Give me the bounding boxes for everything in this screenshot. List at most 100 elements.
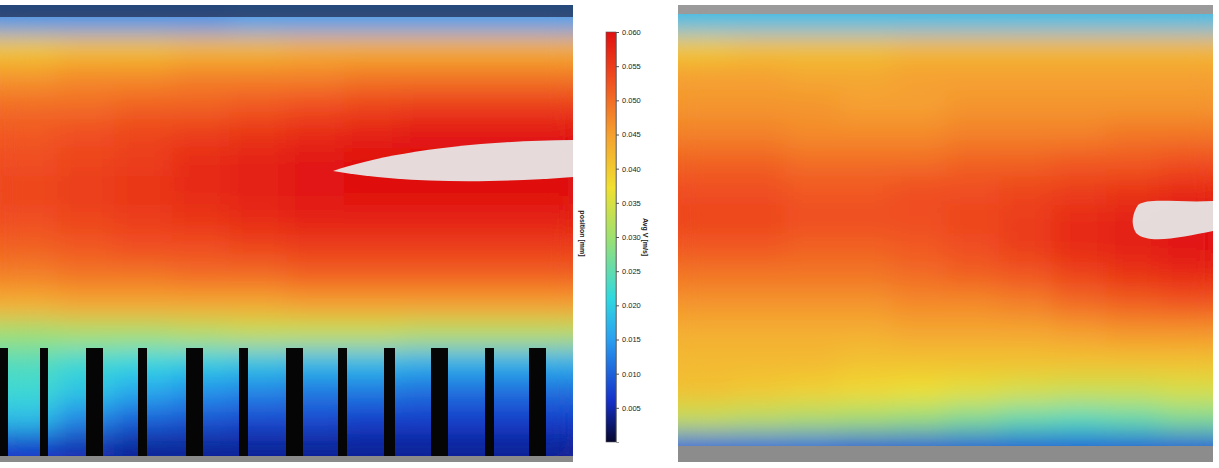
cell	[785, 62, 839, 91]
cell	[229, 291, 287, 320]
wall	[0, 5, 573, 17]
cell	[946, 119, 1000, 148]
cell	[678, 376, 732, 405]
cell	[678, 91, 732, 120]
cell	[1053, 262, 1107, 291]
cell	[946, 176, 1000, 205]
cell	[892, 176, 946, 205]
cell	[287, 291, 345, 320]
tick-label: 0.005	[622, 404, 641, 413]
cell	[892, 205, 946, 234]
cell	[115, 205, 173, 234]
cell	[0, 205, 58, 234]
cell	[1053, 91, 1107, 120]
cell	[115, 319, 173, 348]
cell	[946, 291, 1000, 320]
cell	[1160, 405, 1214, 434]
cell	[1106, 91, 1160, 120]
tick: 0.045	[616, 130, 641, 139]
cell	[344, 62, 402, 91]
cell	[115, 34, 173, 63]
cell	[287, 262, 345, 291]
cell	[287, 319, 345, 348]
cell	[401, 119, 459, 148]
cell	[946, 62, 1000, 91]
cell	[946, 405, 1000, 434]
tick-label: 0.050	[622, 96, 641, 105]
cell	[1053, 234, 1107, 263]
cell	[344, 34, 402, 63]
tick: 0.040	[616, 165, 641, 174]
cell	[115, 234, 173, 263]
cell	[946, 376, 1000, 405]
cell	[839, 319, 893, 348]
cell	[172, 234, 230, 263]
cell	[115, 262, 173, 291]
cell	[229, 34, 287, 63]
cell	[946, 262, 1000, 291]
wall	[678, 446, 1213, 462]
cell	[229, 62, 287, 91]
cell	[892, 148, 946, 177]
cell	[1160, 62, 1214, 91]
cell	[999, 348, 1053, 377]
cell	[892, 234, 946, 263]
tick-mark	[616, 100, 619, 101]
cell	[0, 91, 58, 120]
cell	[839, 376, 893, 405]
cell	[229, 176, 287, 205]
cell	[115, 119, 173, 148]
cell	[1053, 119, 1107, 148]
tick: 0.005	[616, 404, 641, 413]
cell	[401, 62, 459, 91]
cell	[678, 205, 732, 234]
obstacle	[485, 348, 494, 462]
cell	[1106, 348, 1160, 377]
cell	[458, 205, 516, 234]
cell	[732, 119, 786, 148]
cell	[0, 262, 58, 291]
cell	[0, 62, 58, 91]
cell	[785, 291, 839, 320]
tick-mark	[616, 271, 619, 272]
cell	[892, 319, 946, 348]
cell	[999, 176, 1053, 205]
cell	[785, 405, 839, 434]
cell	[732, 405, 786, 434]
heatmap	[0, 5, 573, 462]
cell	[458, 91, 516, 120]
cell	[115, 91, 173, 120]
cell	[1160, 291, 1214, 320]
tick: 0.030	[616, 233, 641, 242]
cell	[1053, 205, 1107, 234]
cell	[999, 148, 1053, 177]
cell	[732, 91, 786, 120]
cell	[1106, 148, 1160, 177]
obstacle	[186, 348, 203, 462]
obstacle	[431, 348, 448, 462]
obstacle	[138, 348, 147, 462]
cell	[678, 176, 732, 205]
axis-title: position [mm]	[578, 210, 586, 256]
cell	[1106, 319, 1160, 348]
obstacle	[40, 348, 48, 462]
cell	[678, 262, 732, 291]
cell	[946, 148, 1000, 177]
tick-label: 0.035	[622, 199, 641, 208]
cell	[999, 234, 1053, 263]
cell	[678, 291, 732, 320]
cell	[892, 262, 946, 291]
cell	[1106, 119, 1160, 148]
cell	[999, 262, 1053, 291]
cell	[1053, 348, 1107, 377]
cell	[839, 348, 893, 377]
cell	[401, 91, 459, 120]
tick: 0.010	[616, 370, 641, 379]
cell	[229, 319, 287, 348]
cell	[516, 291, 573, 320]
tick-mark	[616, 340, 619, 341]
obstacle	[286, 348, 303, 462]
cell	[678, 119, 732, 148]
cell	[1160, 376, 1214, 405]
tick-mark	[616, 169, 619, 170]
